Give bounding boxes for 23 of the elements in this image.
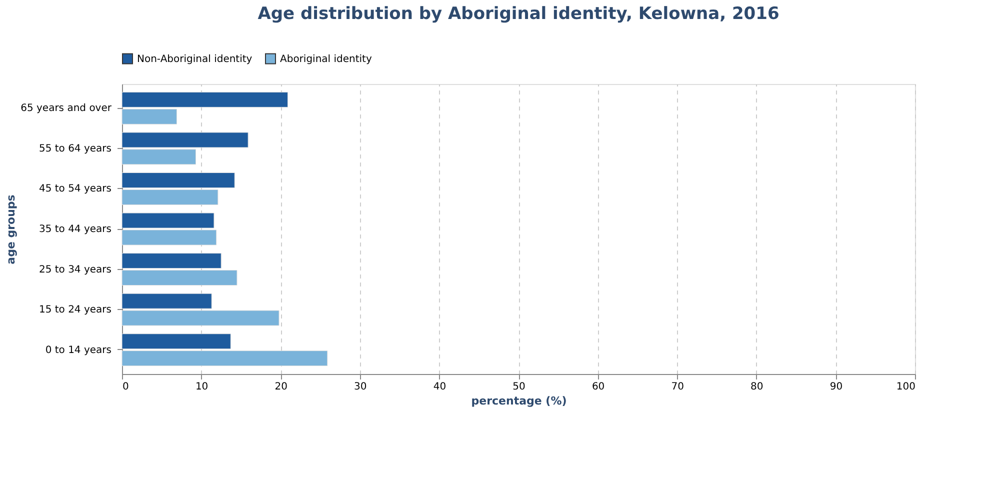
legend-label: Aboriginal identity (280, 54, 372, 65)
y-tick-label: 45 to 54 years (38, 184, 112, 195)
x-tick-label: 70 (671, 382, 684, 392)
x-tick-label: 40 (433, 382, 446, 392)
y-tick-label: 35 to 44 years (38, 224, 112, 235)
x-tick-label: 60 (592, 382, 605, 392)
x-tick-label: 80 (750, 382, 764, 392)
x-tick-label: 10 (195, 382, 208, 392)
y-tick-label: 25 to 34 years (38, 264, 112, 276)
y-axis-title: age groups (4, 194, 18, 264)
x-tick-label: 30 (354, 382, 367, 392)
y-tick-label: 65 years and over (20, 103, 112, 114)
x-axis-title: percentage (%) (471, 394, 567, 408)
x-tick-label: 100 (896, 382, 916, 392)
chart-title: Age distribution by Aboriginal identity, Kelowna, 2016 (258, 4, 780, 24)
x-tick-label: 20 (274, 382, 288, 392)
legend-label: Non-Aboriginal identity (137, 54, 252, 65)
x-tick-label: 50 (512, 382, 526, 392)
y-tick-label: 55 to 64 years (38, 143, 112, 154)
x-tick-label: 90 (830, 382, 843, 392)
x-tick-label: 0 (122, 382, 129, 392)
y-tick-label: 15 to 24 years (38, 304, 112, 316)
y-tick-label: 0 to 14 years (45, 344, 112, 356)
